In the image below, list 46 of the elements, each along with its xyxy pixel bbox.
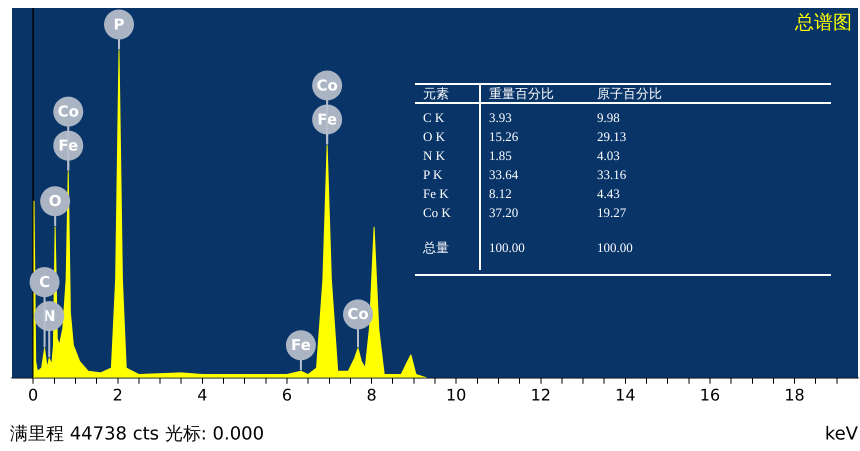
annotation: 100.00	[480, 222, 589, 270]
annotation: 重量百分比	[480, 84, 589, 103]
annotation: Co	[58, 102, 79, 121]
text: 满里程 44738 cts 光标: 0.000	[10, 424, 264, 445]
x-tick-label: 14	[615, 386, 636, 405]
x-axis-title: keV	[824, 424, 859, 445]
annotation: 37.20	[480, 203, 589, 222]
x-tick-label: 6	[282, 386, 292, 405]
x-tick-label: 16	[700, 386, 720, 405]
annotation: Co K	[422, 204, 452, 222]
annotation: O K	[422, 128, 446, 146]
x-tick-label: 0	[28, 386, 38, 405]
annotation: 19.27	[596, 204, 628, 222]
x-tick-label: 2	[112, 386, 123, 405]
x-tick-label: 8	[366, 386, 377, 405]
annotation: 4.03	[596, 147, 621, 165]
annotation: 原子百分比	[589, 84, 831, 103]
annotation: O	[48, 192, 62, 210]
annotation: C K	[422, 109, 446, 127]
annotation: P K	[422, 166, 444, 184]
annotation: P	[114, 15, 125, 34]
annotation: Fe	[317, 110, 338, 128]
annotation: 15.26	[480, 127, 589, 146]
annotation: 元素	[415, 84, 480, 103]
chart-title: 总谱图	[794, 11, 852, 34]
annotation: 4.43	[596, 185, 621, 203]
annotation: N K	[422, 147, 446, 165]
x-tick-label: 10	[446, 386, 466, 405]
x-tick-label: 12	[530, 386, 551, 405]
annotation: 9.98	[596, 109, 621, 127]
annotation: 总量	[422, 239, 450, 257]
annotation: 8.12	[480, 184, 589, 203]
annotation: 33.16	[596, 166, 628, 184]
annotation: Fe	[291, 336, 311, 354]
annotation: 1.85	[480, 146, 589, 165]
annotation: C	[39, 273, 50, 292]
annotation: 3.93	[480, 103, 589, 127]
annotation: 29.13	[596, 128, 628, 146]
annotation: Fe K	[422, 185, 450, 203]
annotation: 100.00	[596, 239, 634, 257]
annotation: Co	[316, 76, 338, 94]
annotation: Fe	[58, 136, 78, 155]
annotation: 33.64	[480, 165, 589, 184]
annotation: Co	[347, 305, 369, 324]
x-tick-label: 4	[197, 386, 208, 405]
x-tick-label: 18	[784, 386, 805, 405]
